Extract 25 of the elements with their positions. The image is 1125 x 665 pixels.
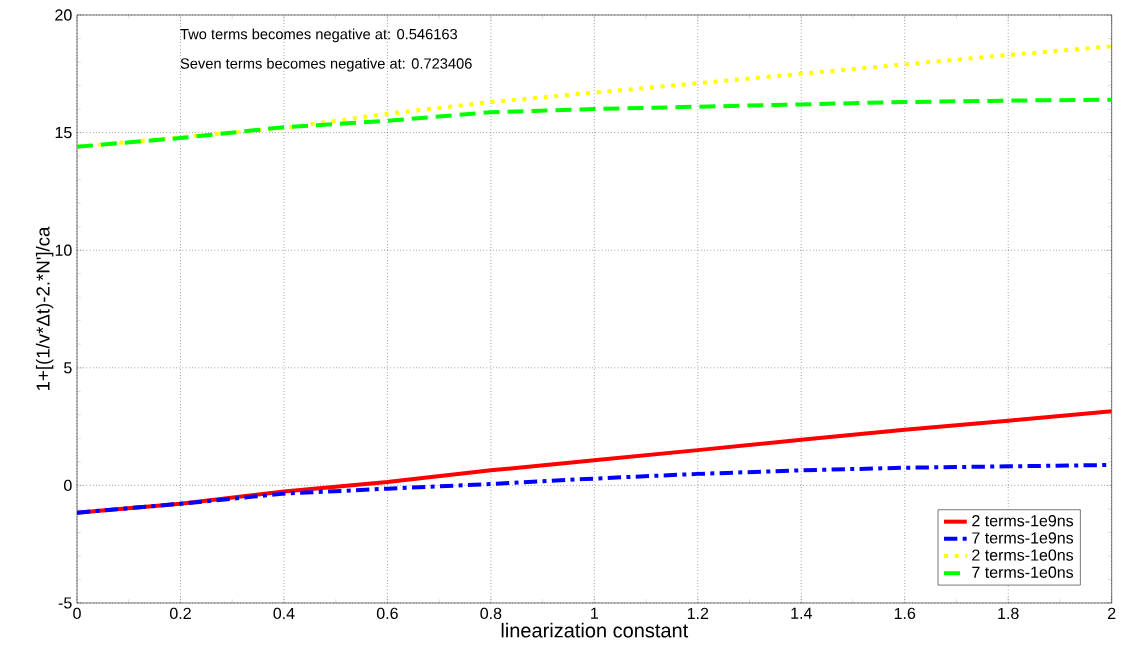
annotation: Two terms becomes negative at: 0.546163 (180, 28, 458, 43)
x-tick-label: 0.6 (376, 607, 398, 620)
x-axis-title: linearization constant (501, 622, 689, 638)
y-tick-label: 0 (64, 479, 72, 492)
x-tick-label: 1 (591, 607, 598, 619)
y-tick-label: 20 (55, 9, 72, 21)
x-tick-label: 1.2 (687, 607, 709, 619)
legend-label: 7 terms-1e0ns (972, 566, 1074, 578)
x-tick-label: 0.2 (169, 607, 191, 620)
y-tick-label: 5 (64, 362, 72, 374)
y-tick-label: -5 (58, 597, 72, 609)
y-tick-label: 15 (55, 127, 72, 139)
x-tick-label: 1.8 (998, 607, 1019, 620)
legend-label: 7 terms-1e9ns (972, 532, 1074, 544)
x-tick-label: 2 (1108, 607, 1116, 619)
x-tick-label: 1.6 (894, 607, 916, 620)
x-tick-label: 1.4 (791, 607, 812, 619)
legend-label: 2 terms-1e0ns (972, 549, 1074, 561)
x-tick-label: 0.8 (480, 607, 502, 620)
annotation: Seven terms becomes negative at: 0.723406 (180, 57, 472, 72)
y-tick-label: 10 (55, 244, 72, 256)
x-tick-label: 0.4 (273, 607, 295, 620)
legend-label: 2 terms-1e9ns (972, 515, 1074, 527)
y-axis-title: 1+[(1/v*Δt)-2.*N']/ca (35, 226, 54, 391)
x-tick-label: 0 (73, 607, 81, 620)
